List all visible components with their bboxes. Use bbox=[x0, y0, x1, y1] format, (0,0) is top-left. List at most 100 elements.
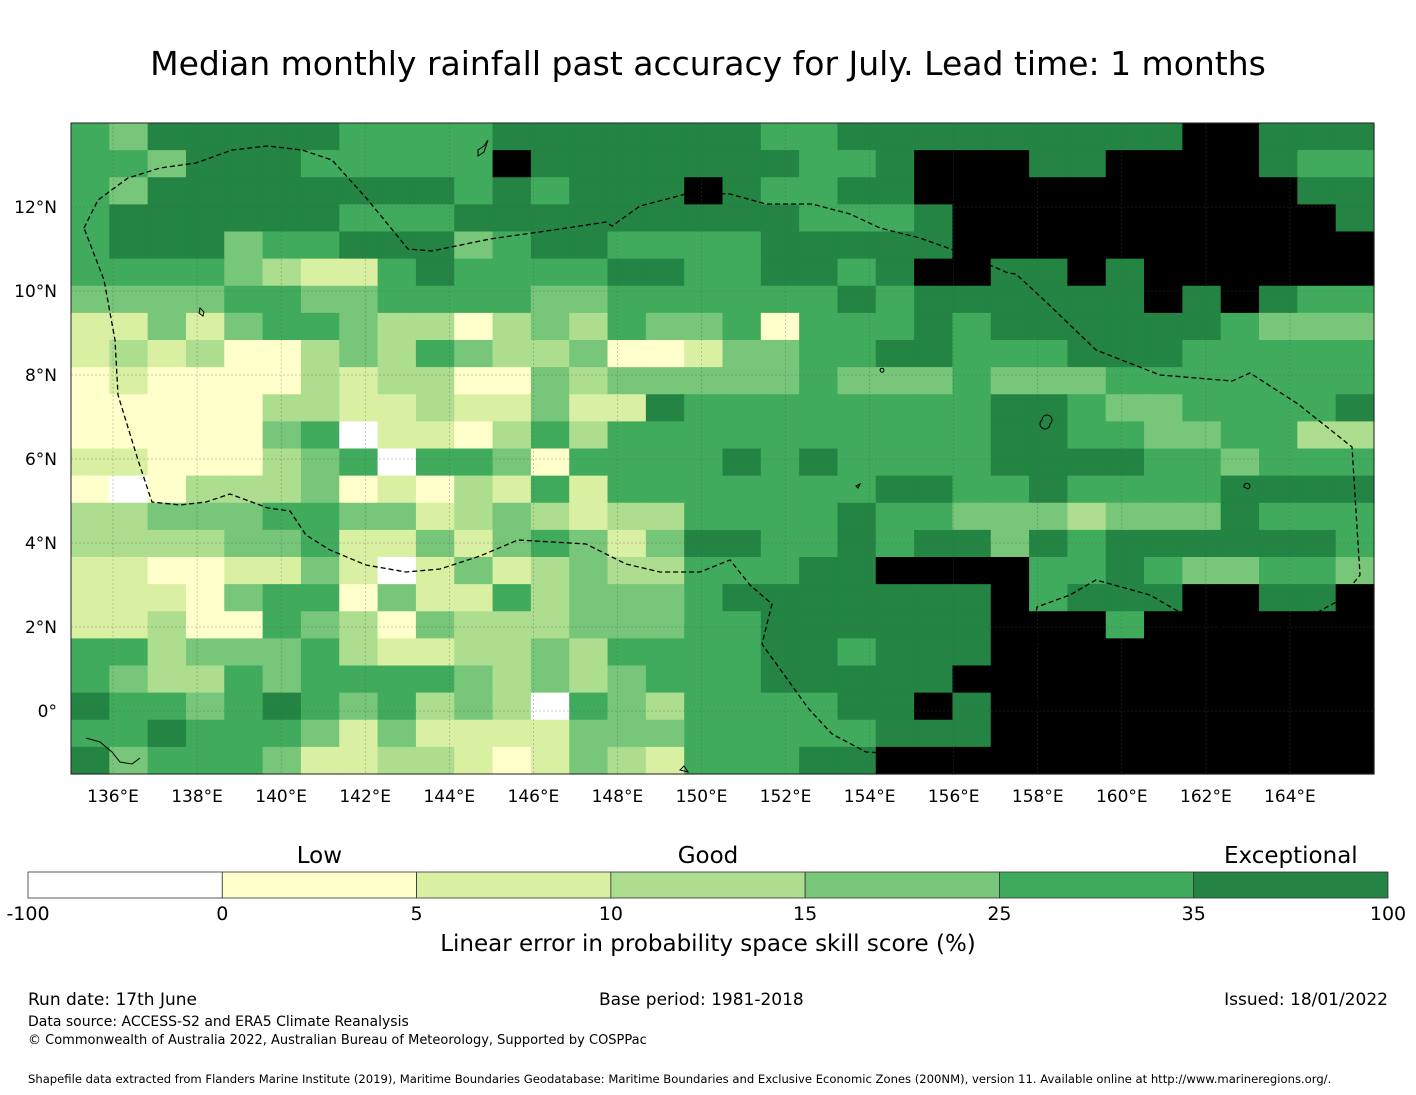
grid-cell bbox=[1182, 638, 1222, 667]
grid-cell bbox=[760, 285, 800, 314]
grid-cell bbox=[875, 367, 915, 395]
grid-cell bbox=[415, 421, 455, 450]
grid-cell bbox=[684, 584, 724, 612]
grid-cell bbox=[914, 611, 954, 639]
grid-cell bbox=[377, 285, 417, 314]
grid-cell bbox=[377, 150, 417, 178]
grid-cell bbox=[1182, 367, 1222, 395]
grid-cell bbox=[109, 502, 149, 531]
colorbar-tick-label: 35 bbox=[1182, 903, 1206, 925]
grid-cell bbox=[645, 285, 685, 314]
grid-cell bbox=[71, 692, 110, 721]
grid-cell bbox=[952, 719, 992, 748]
grid-cell bbox=[492, 312, 532, 341]
grid-cell bbox=[262, 448, 302, 477]
grid-cell bbox=[492, 123, 532, 151]
grid-cell bbox=[684, 557, 724, 585]
grid-cell bbox=[185, 475, 225, 504]
grid-cell bbox=[415, 448, 455, 477]
grid-cell bbox=[530, 475, 570, 504]
grid-cell bbox=[684, 367, 724, 395]
grid-cell bbox=[262, 367, 302, 395]
grid-cell bbox=[722, 204, 762, 233]
grid-cell bbox=[1029, 692, 1069, 721]
grid-cell bbox=[799, 746, 839, 775]
grid-cell bbox=[760, 421, 800, 450]
grid-cell bbox=[760, 692, 800, 721]
grid-cell bbox=[300, 502, 340, 531]
grid-cell bbox=[569, 123, 609, 151]
grid-cell bbox=[799, 557, 839, 585]
grid-cell bbox=[760, 258, 800, 287]
grid-cell bbox=[990, 638, 1030, 667]
grid-cell bbox=[377, 584, 417, 612]
grid-cell bbox=[1335, 340, 1375, 368]
longitude-tick-label: 160°E bbox=[1096, 787, 1148, 807]
grid-cell bbox=[185, 123, 225, 151]
grid-cell bbox=[339, 638, 379, 667]
grid-cell bbox=[837, 123, 877, 151]
palau-island bbox=[198, 306, 205, 317]
grid-cell bbox=[837, 258, 877, 287]
grid-cell bbox=[952, 529, 992, 558]
grid-cell bbox=[1335, 746, 1375, 775]
grid-cell bbox=[1335, 123, 1375, 151]
grid-cell bbox=[300, 475, 340, 504]
grid-cell bbox=[1029, 448, 1069, 477]
grid-cell bbox=[645, 421, 685, 450]
grid-cell bbox=[300, 557, 340, 585]
grid-cell bbox=[185, 611, 225, 639]
grid-cell bbox=[1067, 475, 1107, 504]
grid-cell bbox=[684, 638, 724, 667]
grid-cell bbox=[1144, 665, 1183, 694]
grid-cell bbox=[339, 448, 379, 477]
grid-cell bbox=[224, 258, 264, 287]
grid-cell bbox=[914, 150, 954, 178]
grid-cell bbox=[530, 529, 570, 558]
grid-cell bbox=[1067, 231, 1107, 260]
grid-cell bbox=[1259, 584, 1298, 612]
grid-cell bbox=[1144, 611, 1183, 639]
grid-cell bbox=[799, 529, 839, 558]
grid-cell bbox=[1105, 258, 1145, 287]
grid-cell bbox=[799, 123, 839, 151]
grid-cell bbox=[1144, 448, 1183, 477]
grid-cell bbox=[952, 421, 992, 450]
grid-cell bbox=[1144, 285, 1183, 314]
grid-cell bbox=[1029, 638, 1069, 667]
grid-cell bbox=[722, 557, 762, 585]
grid-cell bbox=[300, 177, 340, 205]
grid-cell bbox=[799, 258, 839, 287]
grid-cell bbox=[1335, 285, 1375, 314]
latitude-tick-label: 0° bbox=[38, 702, 57, 722]
grid-cell bbox=[1220, 638, 1260, 667]
grid-cell bbox=[147, 340, 187, 368]
grid-cell bbox=[645, 746, 685, 775]
grid-cell bbox=[760, 529, 800, 558]
grid-cell bbox=[607, 231, 647, 260]
grid-cell bbox=[530, 340, 570, 368]
grid-cell bbox=[339, 367, 379, 395]
grid-cell bbox=[875, 638, 915, 667]
grid-cell bbox=[224, 529, 264, 558]
grid-cell bbox=[262, 177, 302, 205]
grid-cell bbox=[415, 258, 455, 287]
grid-cell bbox=[71, 421, 110, 450]
grid-cell bbox=[377, 502, 417, 531]
grid-cell bbox=[109, 258, 149, 287]
grid-cell bbox=[1182, 231, 1222, 260]
grid-cell bbox=[837, 692, 877, 721]
grid-cell bbox=[760, 557, 800, 585]
grid-cell bbox=[262, 312, 302, 341]
grid-cell bbox=[1067, 638, 1107, 667]
grid-cell bbox=[492, 475, 532, 504]
grid-cell bbox=[1297, 611, 1337, 639]
grid-cell bbox=[71, 150, 110, 178]
grid-cell bbox=[185, 421, 225, 450]
grid-cell bbox=[300, 421, 340, 450]
grid-cell bbox=[492, 611, 532, 639]
grid-cell bbox=[1297, 150, 1337, 178]
grid-cell bbox=[185, 638, 225, 667]
grid-cell bbox=[415, 150, 455, 178]
run-date: Run date: 17th June bbox=[28, 990, 197, 1010]
